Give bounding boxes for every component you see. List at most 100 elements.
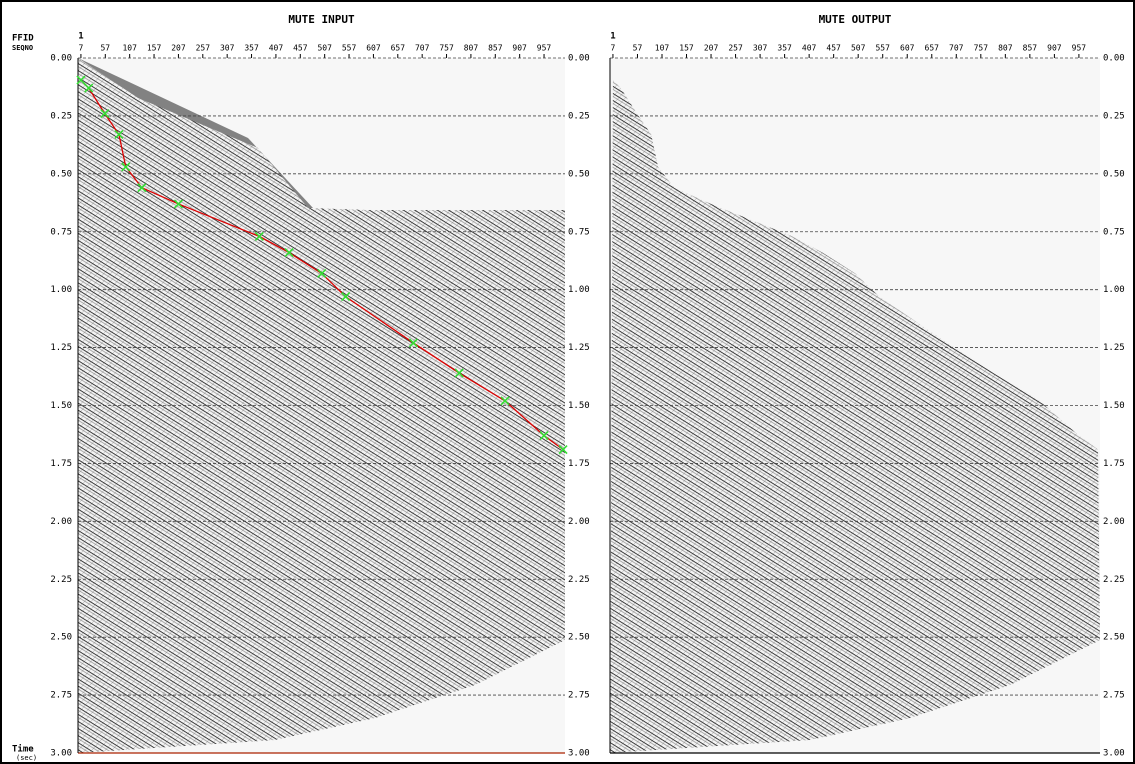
x-tick-label: 357 bbox=[244, 44, 259, 53]
x-tick-label: 907 bbox=[512, 44, 527, 53]
time-label: Time bbox=[12, 744, 34, 755]
y-tick-label: 2.50 bbox=[50, 633, 72, 643]
y-tick-label: 3.00 bbox=[1103, 749, 1125, 759]
y-tick-label: 0.25 bbox=[1103, 111, 1125, 121]
mute-pick bbox=[500, 396, 510, 406]
x-tick-label: 257 bbox=[196, 44, 211, 53]
time-unit: (sec) bbox=[16, 754, 37, 762]
mute-pick bbox=[284, 248, 294, 258]
y-tick-label: 2.25 bbox=[568, 575, 590, 585]
y-tick-label: 2.75 bbox=[1103, 691, 1125, 701]
ffid-label: FFID bbox=[12, 34, 34, 44]
y-tick-label: 2.00 bbox=[50, 517, 72, 527]
mute-pick bbox=[100, 109, 110, 119]
y-tick-label: 3.00 bbox=[568, 749, 590, 759]
y-tick-label: 1.50 bbox=[568, 401, 590, 411]
mute-line bbox=[80, 79, 564, 451]
x-tick-label: 507 bbox=[317, 44, 332, 53]
x-tick-label: 607 bbox=[900, 44, 915, 53]
mute-pick bbox=[84, 83, 94, 93]
mute-pick bbox=[254, 231, 264, 241]
x-tick-label: 407 bbox=[269, 44, 284, 53]
y-tick-label: 1.75 bbox=[568, 459, 590, 469]
y-tick-label: 0.25 bbox=[50, 111, 72, 121]
mute-pick bbox=[317, 268, 327, 279]
x-tick-label: 757 bbox=[439, 44, 454, 53]
mute-pick bbox=[121, 162, 131, 172]
x-tick-label: 557 bbox=[342, 44, 357, 53]
y-tick-label: 0.50 bbox=[1103, 169, 1125, 179]
panel-title: MUTE INPUT bbox=[288, 13, 355, 26]
y-tick-label: 1.75 bbox=[1103, 459, 1125, 469]
mute-pick bbox=[454, 368, 464, 378]
panel-title: MUTE OUTPUT bbox=[819, 13, 892, 26]
x-tick-label: 257 bbox=[728, 44, 743, 53]
x-tick-label: 457 bbox=[293, 44, 308, 53]
mute-pick bbox=[137, 183, 147, 193]
y-tick-label: 0.75 bbox=[1103, 227, 1125, 237]
x-tick-label: 957 bbox=[1072, 44, 1087, 53]
y-tick-label: 1.00 bbox=[50, 285, 72, 295]
wavefield-noise bbox=[610, 80, 1100, 754]
x-tick-label: 57 bbox=[633, 44, 643, 53]
x-tick-label: 857 bbox=[1023, 44, 1038, 53]
x-tick-label: 357 bbox=[777, 44, 792, 53]
x-tick-label: 7 bbox=[611, 44, 616, 53]
y-tick-label: 2.50 bbox=[568, 633, 590, 643]
y-tick-label: 1.25 bbox=[50, 343, 72, 353]
y-tick-label: 0.75 bbox=[568, 227, 590, 237]
x-tick-label: 907 bbox=[1047, 44, 1062, 53]
y-tick-label: 1.25 bbox=[568, 343, 590, 353]
mute-pick bbox=[539, 431, 549, 441]
y-tick-label: 0.75 bbox=[50, 227, 72, 237]
mute-pick bbox=[558, 444, 568, 455]
y-tick-label: 1.50 bbox=[1103, 401, 1125, 411]
y-tick-label: 0.25 bbox=[568, 111, 590, 121]
x-tick-label: 57 bbox=[100, 44, 110, 53]
mute-pick bbox=[76, 75, 86, 85]
ffid-value: 1 bbox=[78, 32, 83, 42]
y-tick-label: 0.00 bbox=[568, 54, 590, 64]
mute-pick bbox=[408, 338, 418, 348]
y-tick-label: 3.00 bbox=[50, 749, 72, 759]
x-tick-label: 807 bbox=[464, 44, 479, 53]
y-tick-label: 1.00 bbox=[568, 285, 590, 295]
x-tick-label: 457 bbox=[826, 44, 841, 53]
y-tick-label: 1.75 bbox=[50, 459, 72, 469]
x-tick-label: 657 bbox=[925, 44, 940, 53]
mute-pick bbox=[114, 129, 124, 140]
y-tick-label: 0.00 bbox=[1103, 54, 1125, 64]
y-tick-label: 0.00 bbox=[50, 54, 72, 64]
y-tick-label: 1.25 bbox=[1103, 343, 1125, 353]
x-tick-label: 507 bbox=[851, 44, 866, 53]
x-tick-label: 857 bbox=[488, 44, 503, 53]
x-tick-label: 757 bbox=[974, 44, 989, 53]
x-tick-label: 7 bbox=[79, 44, 84, 53]
x-tick-label: 107 bbox=[122, 44, 137, 53]
x-tick-label: 557 bbox=[875, 44, 890, 53]
y-tick-label: 2.50 bbox=[1103, 633, 1125, 643]
y-tick-label: 2.00 bbox=[1103, 517, 1125, 527]
y-tick-label: 2.00 bbox=[568, 517, 590, 527]
mute-pick bbox=[173, 199, 183, 209]
seqno-label: SEQNO bbox=[12, 44, 33, 52]
mute-pick bbox=[341, 292, 351, 302]
y-tick-label: 0.50 bbox=[568, 169, 590, 179]
y-tick-label: 2.25 bbox=[1103, 575, 1125, 585]
x-tick-label: 807 bbox=[998, 44, 1013, 53]
x-tick-label: 157 bbox=[147, 44, 162, 53]
y-tick-label: 0.50 bbox=[50, 169, 72, 179]
x-tick-label: 157 bbox=[679, 44, 694, 53]
y-tick-label: 2.25 bbox=[50, 575, 72, 585]
ffid-value: 1 bbox=[610, 32, 615, 42]
x-tick-label: 207 bbox=[171, 44, 186, 53]
x-tick-label: 307 bbox=[753, 44, 768, 53]
x-tick-label: 207 bbox=[704, 44, 719, 53]
y-tick-label: 1.50 bbox=[50, 401, 72, 411]
x-tick-label: 407 bbox=[802, 44, 817, 53]
x-tick-label: 607 bbox=[366, 44, 381, 53]
x-tick-label: 707 bbox=[415, 44, 430, 53]
x-tick-label: 107 bbox=[655, 44, 670, 53]
x-tick-label: 707 bbox=[949, 44, 964, 53]
